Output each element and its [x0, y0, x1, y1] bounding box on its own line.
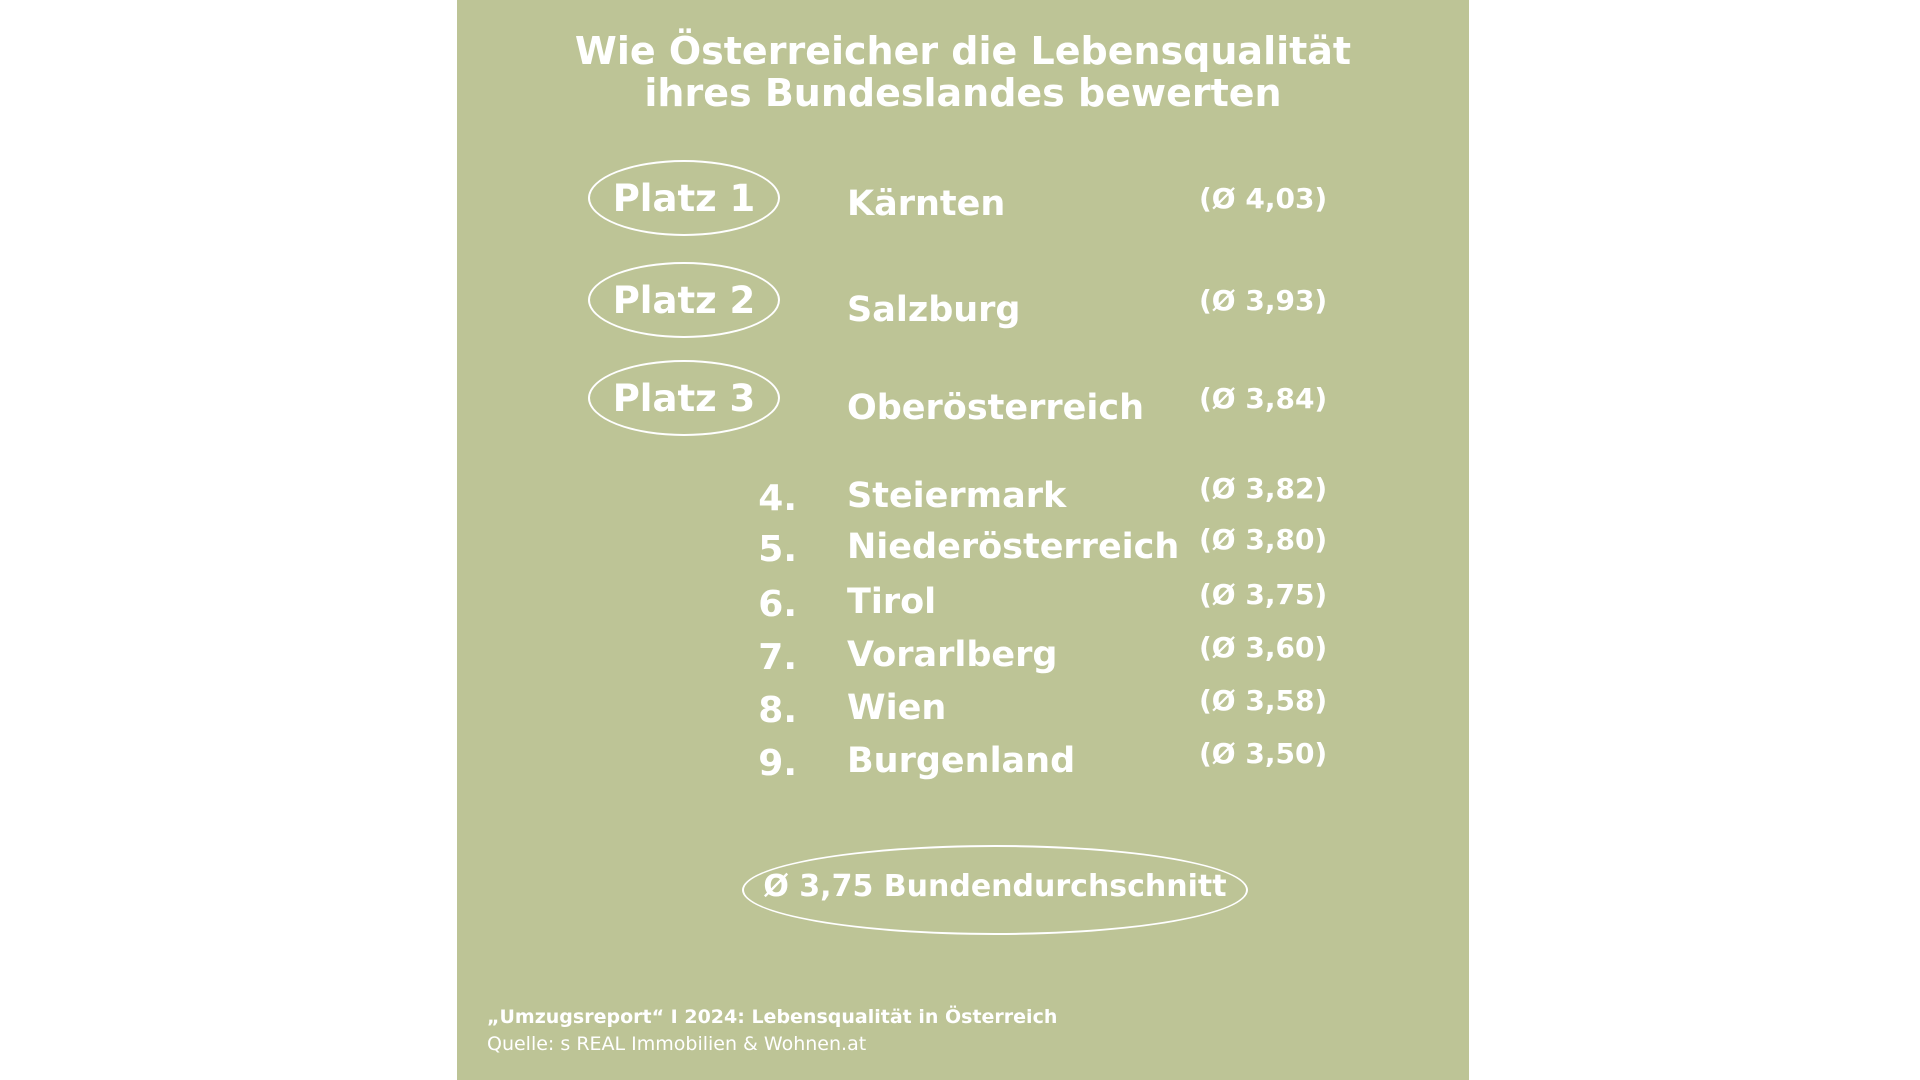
rating-value: (Ø 3,84) [1199, 382, 1328, 415]
ranking-row: 4. Steiermark (Ø 3,82) [457, 466, 1469, 546]
ranking-row: 7. Vorarlberg (Ø 3,60) [457, 625, 1469, 705]
chart-title-line-2: ihres Bundeslandes bewerten [644, 71, 1282, 115]
rank-number: 8. [758, 690, 797, 731]
rank-badge: Platz 1 [588, 160, 780, 236]
source-footer: „Umzugsreport“ I 2024: Lebensqualität in… [487, 1004, 1057, 1058]
rating-value: (Ø 3,80) [1199, 523, 1328, 556]
ranking-row: 5. Niederösterreich (Ø 3,80) [457, 517, 1469, 597]
state-name: Kärnten [847, 184, 1006, 224]
source-credit: Quelle: s REAL Immobilien & Wohnen.at [487, 1033, 867, 1055]
ranking-row: Platz 2 Salzburg (Ø 3,93) [457, 262, 1469, 342]
national-average-badge: Ø 3,75 Bundendurchschnitt [742, 845, 1248, 935]
rating-value: (Ø 3,60) [1199, 631, 1328, 664]
rating-value: (Ø 4,03) [1199, 182, 1328, 215]
chart-title: Wie Österreicher die Lebensqualität ihre… [457, 30, 1469, 114]
rating-value: (Ø 3,75) [1199, 578, 1328, 611]
ranking-row: 8. Wien (Ø 3,58) [457, 678, 1469, 758]
state-name: Salzburg [847, 290, 1021, 330]
rating-value: (Ø 3,50) [1199, 737, 1328, 770]
rank-number: 4. [758, 478, 797, 519]
rank-badge: Platz 3 [588, 360, 780, 436]
state-name: Burgenland [847, 741, 1076, 781]
state-name: Oberösterreich [847, 388, 1145, 428]
ranking-row: 6. Tirol (Ø 3,75) [457, 572, 1469, 652]
rank-number: 7. [758, 637, 797, 678]
rank-number: 6. [758, 584, 797, 625]
rank-number: 5. [758, 529, 797, 570]
chart-title-line-1: Wie Österreicher die Lebensqualität [574, 29, 1352, 73]
state-name: Vorarlberg [847, 635, 1058, 675]
ranking-row: 9. Burgenland (Ø 3,50) [457, 731, 1469, 811]
state-name: Tirol [847, 582, 937, 622]
rank-number: 9. [758, 743, 797, 784]
state-name: Steiermark [847, 476, 1067, 516]
source-title: „Umzugsreport“ I 2024: Lebensqualität in… [487, 1006, 1058, 1028]
rating-value: (Ø 3,93) [1199, 284, 1328, 317]
rating-value: (Ø 3,58) [1199, 684, 1328, 717]
national-average-label: Ø 3,75 Bundendurchschnitt [763, 868, 1227, 904]
rank-badge: Platz 2 [588, 262, 780, 338]
ranking-row: Platz 1 Kärnten (Ø 4,03) [457, 160, 1469, 240]
rating-value: (Ø 3,82) [1199, 472, 1328, 505]
ranking-row: Platz 3 Oberösterreich (Ø 3,84) [457, 360, 1469, 440]
infographic-panel: Wie Österreicher die Lebensqualität ihre… [457, 0, 1469, 1080]
state-name: Niederösterreich [847, 527, 1180, 567]
state-name: Wien [847, 688, 947, 728]
